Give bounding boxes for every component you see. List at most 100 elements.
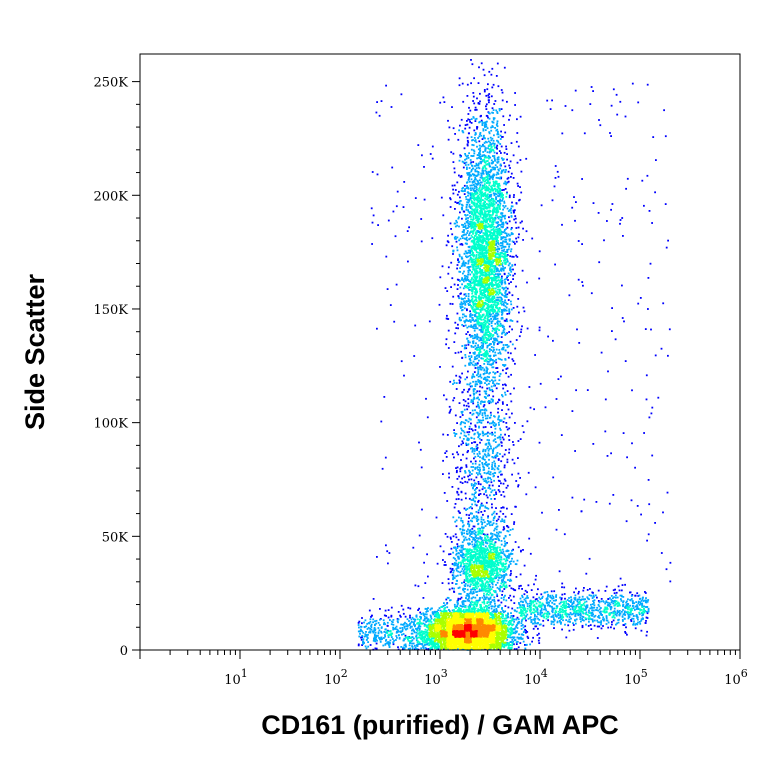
event-dot: [592, 620, 594, 623]
event-dot: [453, 546, 455, 549]
event-dot: [470, 286, 473, 289]
event-dot: [443, 394, 445, 397]
event-dot: [555, 599, 557, 601]
event-dot: [514, 632, 517, 635]
event-dot: [447, 138, 450, 141]
event-dot: [477, 375, 480, 378]
event-dot: [646, 600, 649, 603]
event-dot: [462, 287, 465, 290]
event-dot: [522, 640, 525, 643]
event-dot: [582, 589, 585, 592]
event-dot: [444, 287, 447, 289]
event-dot: [505, 182, 508, 185]
event-dot: [369, 620, 372, 623]
event-dot: [400, 604, 403, 607]
event-dot: [452, 577, 455, 579]
event-dot: [496, 147, 498, 150]
event-dot: [508, 194, 511, 197]
event-dot: [500, 108, 503, 110]
event-dot: [547, 595, 549, 598]
event-dot: [378, 629, 381, 632]
event-dot: [501, 223, 503, 226]
event-dot: [492, 362, 494, 365]
event-dot: [577, 609, 580, 612]
event-dot: [470, 345, 473, 348]
event-dot: [473, 150, 476, 153]
event-dot: [596, 606, 598, 609]
event-dot: [509, 160, 512, 163]
event-dot: [465, 196, 467, 198]
event-dot: [473, 337, 476, 340]
event-dot: [498, 195, 500, 198]
event-dot: [647, 479, 650, 481]
event-dot: [532, 600, 535, 602]
event-dot: [468, 304, 470, 306]
event-dot: [514, 505, 517, 508]
event-dot: [488, 458, 490, 461]
event-dot: [469, 506, 472, 508]
event-dot: [494, 527, 496, 530]
event-dot: [539, 613, 542, 616]
event-dot: [467, 186, 469, 189]
event-dot: [610, 452, 612, 455]
event-dot: [494, 455, 496, 458]
event-dot: [493, 349, 495, 351]
event-dot: [631, 442, 633, 445]
event-dot: [458, 516, 460, 519]
event-dot: [453, 236, 456, 239]
event-dot: [503, 537, 505, 540]
event-dot: [492, 168, 495, 171]
event-dot: [452, 161, 455, 163]
event-dot: [505, 318, 508, 321]
event-dot: [472, 390, 475, 393]
event-dot: [535, 602, 538, 605]
event-dot: [468, 425, 471, 428]
event-dot: [496, 339, 499, 342]
event-dot: [513, 523, 515, 525]
event-dot: [470, 499, 473, 501]
event-dot: [492, 519, 495, 522]
event-dot: [624, 610, 626, 613]
event-dot: [485, 433, 488, 435]
event-dot: [384, 456, 387, 459]
event-dot: [492, 139, 495, 142]
event-dot: [496, 573, 498, 575]
event-dot: [598, 261, 601, 264]
event-dot: [639, 622, 642, 625]
event-dot: [387, 219, 390, 222]
event-dot: [454, 546, 457, 549]
event-dot: [423, 561, 425, 564]
event-dot: [483, 480, 486, 482]
event-dot: [406, 627, 409, 630]
event-dot: [460, 301, 463, 304]
event-dot: [480, 475, 483, 478]
event-dot: [474, 118, 477, 121]
event-dot: [521, 220, 523, 223]
event-dot: [456, 181, 459, 184]
event-dot: [575, 604, 578, 607]
event-dot: [494, 434, 496, 437]
event-dot: [594, 614, 597, 617]
event-dot: [453, 429, 455, 431]
event-dot: [609, 606, 612, 608]
event-dot: [496, 333, 499, 336]
event-dot: [489, 188, 492, 191]
event-dot: [637, 595, 640, 597]
event-dot: [493, 591, 496, 593]
event-dot: [625, 187, 627, 190]
event-dot: [506, 461, 509, 464]
event-dot: [460, 175, 463, 178]
event-dot: [510, 227, 513, 229]
event-dot: [503, 545, 506, 547]
event-dot: [602, 616, 605, 619]
event-dot: [636, 617, 639, 619]
event-dot: [626, 633, 628, 636]
event-dot: [475, 219, 478, 222]
event-dot: [396, 628, 399, 631]
event-dot: [459, 554, 462, 556]
event-dot: [560, 434, 563, 436]
event-dot: [454, 435, 456, 437]
event-dot: [472, 596, 475, 599]
event-dot: [427, 648, 430, 650]
event-dot: [473, 437, 476, 440]
